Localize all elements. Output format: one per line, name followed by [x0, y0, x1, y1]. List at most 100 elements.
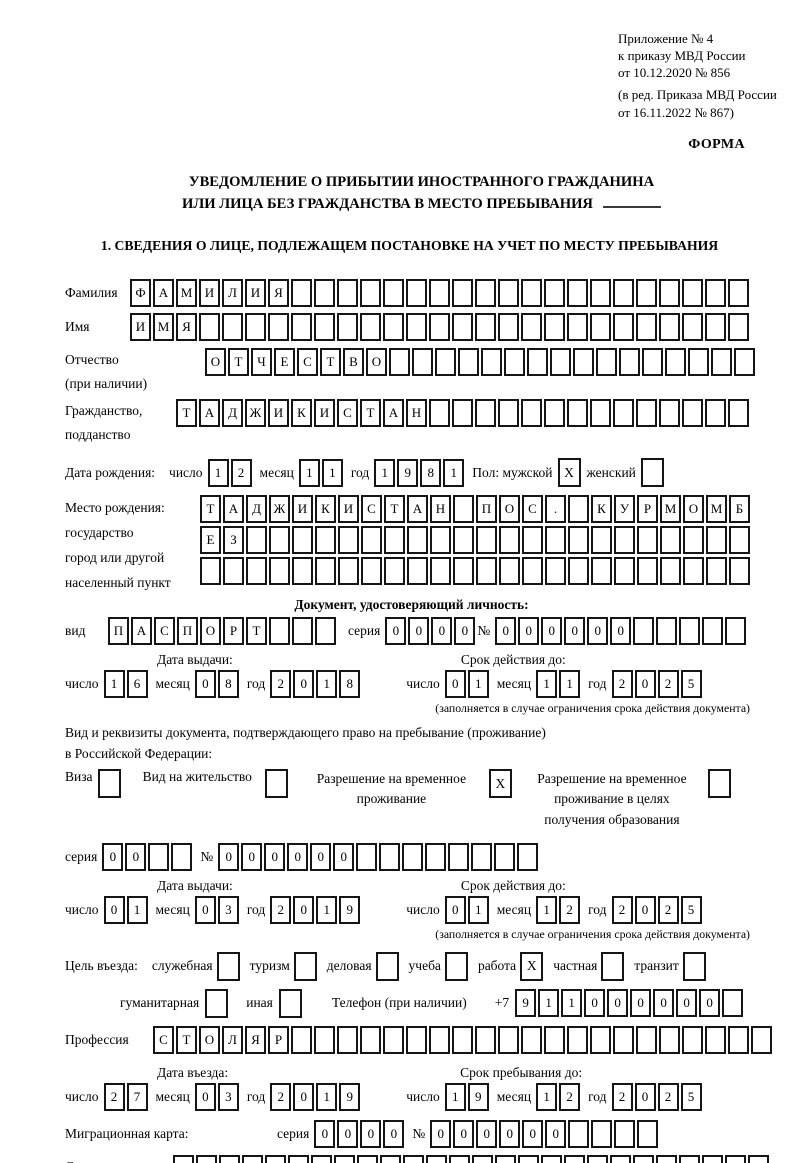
char-cell[interactable]: Л — [222, 1025, 243, 1054]
purpose-study-checkbox[interactable] — [444, 951, 468, 981]
char-cell[interactable] — [498, 1025, 519, 1054]
char-cell[interactable] — [636, 313, 657, 341]
char-cell[interactable] — [269, 617, 290, 645]
char-cell[interactable]: Е — [200, 526, 221, 554]
char-cell[interactable] — [435, 348, 456, 376]
char-cell[interactable]: П — [476, 495, 497, 523]
char-cell[interactable]: П — [177, 617, 198, 645]
char-cell[interactable] — [527, 348, 548, 376]
char-cell[interactable] — [475, 399, 496, 427]
char-cell[interactable]: Н — [406, 399, 427, 427]
char-cell[interactable]: С — [522, 495, 543, 523]
char-cell[interactable]: 0 — [337, 1119, 359, 1148]
char-cell[interactable]: И — [130, 313, 151, 341]
char-cell[interactable] — [729, 526, 750, 554]
char-cell[interactable]: 0 — [293, 1082, 315, 1111]
char-cell[interactable] — [458, 348, 479, 376]
char-cell[interactable] — [269, 526, 290, 554]
char-cell[interactable] — [568, 1119, 590, 1148]
char-cell[interactable] — [498, 313, 519, 341]
char-cell[interactable]: 0 — [444, 895, 466, 924]
char-cell[interactable] — [200, 557, 221, 585]
char-cell[interactable] — [633, 617, 655, 645]
char-cell[interactable] — [660, 526, 681, 554]
char-cell[interactable] — [568, 526, 589, 554]
char-cell[interactable] — [682, 399, 703, 427]
char-cell[interactable]: 2 — [270, 670, 292, 698]
char-cell[interactable]: 0 — [360, 1119, 382, 1148]
char-cell[interactable]: С — [153, 1025, 174, 1054]
char-cell[interactable] — [521, 399, 542, 427]
char-cell[interactable]: А — [223, 495, 244, 523]
char-cell[interactable]: 0 — [564, 617, 586, 645]
char-cell[interactable] — [633, 1154, 654, 1163]
char-cell[interactable]: 6 — [126, 670, 148, 698]
residence-permit-checkbox[interactable] — [264, 769, 288, 798]
char-cell[interactable]: И — [199, 279, 220, 307]
char-cell[interactable] — [407, 557, 428, 585]
char-cell[interactable] — [380, 1154, 401, 1163]
char-cell[interactable] — [402, 842, 424, 871]
char-cell[interactable]: 0 — [653, 989, 675, 1018]
char-cell[interactable]: О — [205, 348, 226, 376]
char-cell[interactable] — [705, 399, 726, 427]
char-cell[interactable] — [567, 399, 588, 427]
char-cell[interactable] — [337, 1025, 358, 1054]
char-cell[interactable] — [315, 557, 336, 585]
char-cell[interactable] — [734, 348, 755, 376]
char-cell[interactable]: Т — [320, 348, 341, 376]
char-cell[interactable] — [148, 842, 170, 871]
char-cell[interactable] — [656, 1154, 677, 1163]
char-cell[interactable]: Т — [176, 399, 197, 427]
char-cell[interactable]: 9 — [467, 1082, 489, 1111]
char-cell[interactable]: 0 — [634, 895, 656, 924]
char-cell[interactable] — [504, 348, 525, 376]
char-cell[interactable] — [613, 279, 634, 307]
char-cell[interactable] — [338, 526, 359, 554]
char-cell[interactable] — [429, 399, 450, 427]
char-cell[interactable]: Ж — [245, 399, 266, 427]
char-cell[interactable]: К — [591, 495, 612, 523]
char-cell[interactable]: 1 — [536, 895, 558, 924]
char-cell[interactable] — [729, 557, 750, 585]
char-cell[interactable] — [722, 989, 744, 1018]
char-cell[interactable]: 1 — [444, 1082, 466, 1111]
char-cell[interactable]: П — [108, 617, 129, 645]
char-cell[interactable]: М — [660, 495, 681, 523]
char-cell[interactable] — [384, 557, 405, 585]
char-cell[interactable]: 9 — [397, 458, 419, 487]
char-cell[interactable]: 0 — [430, 1119, 452, 1148]
char-cell[interactable]: 7 — [126, 1082, 148, 1111]
char-cell[interactable] — [619, 348, 640, 376]
char-cell[interactable]: 2 — [657, 1082, 679, 1111]
char-cell[interactable]: С — [297, 348, 318, 376]
char-cell[interactable]: Р — [637, 495, 658, 523]
char-cell[interactable] — [702, 1154, 723, 1163]
char-cell[interactable] — [544, 399, 565, 427]
purpose-business-checkbox[interactable] — [375, 951, 399, 981]
char-cell[interactable]: 1 — [443, 458, 465, 487]
char-cell[interactable] — [498, 399, 519, 427]
char-cell[interactable] — [379, 842, 401, 871]
char-cell[interactable] — [384, 526, 405, 554]
char-cell[interactable] — [567, 1025, 588, 1054]
char-cell[interactable] — [706, 526, 727, 554]
char-cell[interactable]: Я — [245, 1025, 266, 1054]
char-cell[interactable] — [337, 313, 358, 341]
char-cell[interactable] — [292, 526, 313, 554]
char-cell[interactable]: Л — [222, 279, 243, 307]
char-cell[interactable] — [521, 313, 542, 341]
char-cell[interactable] — [449, 1154, 470, 1163]
char-cell[interactable] — [430, 526, 451, 554]
purpose-tourism-checkbox[interactable] — [293, 951, 317, 981]
char-cell[interactable]: 8 — [339, 670, 361, 698]
char-cell[interactable]: 1 — [559, 670, 581, 698]
char-cell[interactable]: Е — [274, 348, 295, 376]
char-cell[interactable] — [383, 279, 404, 307]
char-cell[interactable]: 1 — [538, 989, 560, 1018]
char-cell[interactable]: 8 — [420, 458, 442, 487]
char-cell[interactable] — [702, 617, 724, 645]
char-cell[interactable]: А — [153, 279, 174, 307]
char-cell[interactable] — [637, 526, 658, 554]
char-cell[interactable] — [683, 526, 704, 554]
